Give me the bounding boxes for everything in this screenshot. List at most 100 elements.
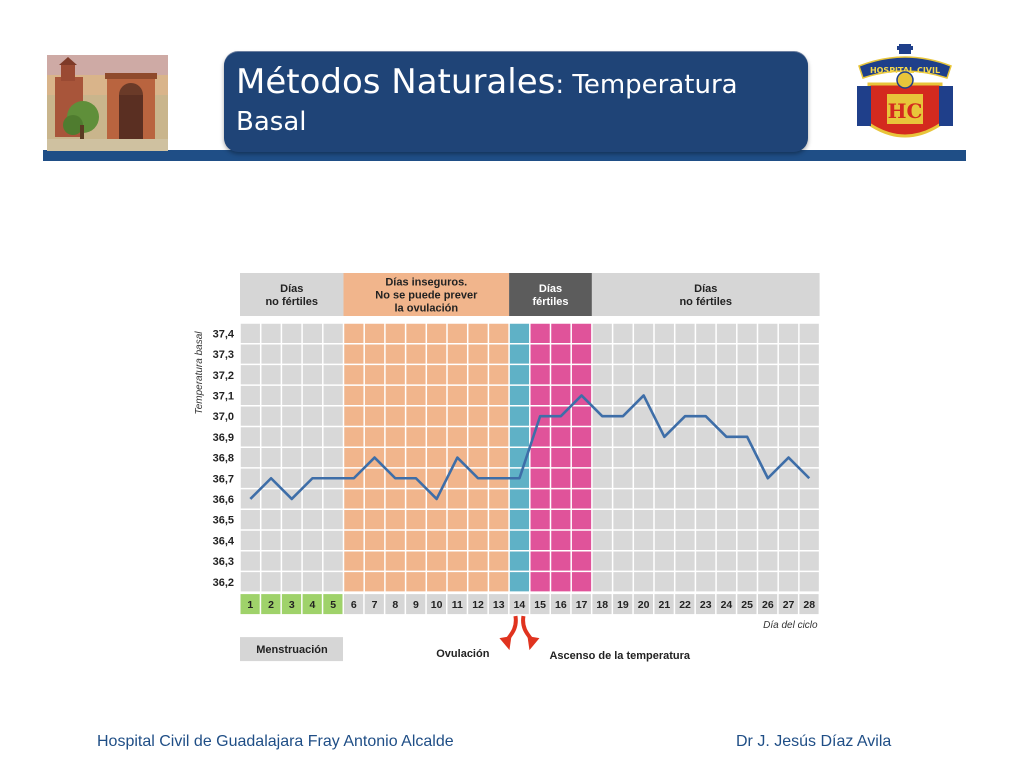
- zone-header-2: [509, 273, 592, 316]
- x-tick-label: 26: [762, 599, 774, 611]
- x-tick-label: 6: [351, 599, 357, 611]
- zone-label-3-1: no fértiles: [679, 296, 732, 308]
- day-cell: [758, 594, 778, 615]
- zone-header-1: [343, 273, 510, 316]
- x-tick-label: 27: [783, 599, 795, 611]
- day-cell: [695, 594, 716, 615]
- y-tick-label: 37,0: [213, 411, 234, 423]
- x-tick-label: 13: [493, 599, 505, 611]
- x-tick-label: 24: [721, 599, 733, 611]
- footer-hospital-name: Hospital Civil de Guadalajara Fray Anton…: [97, 733, 454, 750]
- x-axis-label: Día del ciclo: [763, 620, 818, 631]
- zone-label-3-0: Días: [694, 283, 717, 295]
- y-tick-label: 37,1: [213, 390, 234, 402]
- x-tick-label: 14: [514, 599, 526, 611]
- x-tick-label: 23: [700, 599, 712, 611]
- day-cell: [344, 594, 364, 615]
- crest-banner-text: HOSPITAL CIVIL: [870, 66, 940, 75]
- x-tick-label: 28: [803, 599, 815, 611]
- y-tick-label: 36,4: [213, 535, 235, 547]
- zone-header-0: [240, 273, 344, 316]
- zone-label-2-0: Días: [539, 283, 562, 295]
- y-tick-label: 37,2: [213, 370, 234, 382]
- zone-label-1-0: Días inseguros.: [385, 277, 467, 289]
- day-cell: [571, 594, 591, 615]
- y-tick-label: 36,9: [213, 432, 234, 444]
- y-tick-label: 36,5: [213, 515, 234, 527]
- day-cell: [447, 594, 467, 615]
- x-tick-label: 20: [638, 599, 650, 611]
- zone-ovulation-fill: [509, 323, 530, 593]
- ovulation-label: Ovulación: [436, 648, 489, 660]
- day-cell: [281, 594, 302, 615]
- day-cell: [488, 594, 509, 615]
- x-tick-label: 25: [741, 599, 753, 611]
- day-cell: [468, 594, 488, 615]
- rise-label: Ascenso de la temperatura: [549, 650, 690, 662]
- x-tick-label: 9: [413, 599, 419, 611]
- footer-author: Dr J. Jesús Díaz Avila: [736, 733, 892, 750]
- x-tick-label: 12: [472, 599, 484, 611]
- x-tick-label: 21: [659, 599, 671, 611]
- day-cell: [530, 594, 550, 615]
- day-cell: [778, 594, 798, 615]
- x-tick-label: 17: [576, 599, 588, 611]
- zone-fertile-fill: [529, 323, 592, 593]
- y-tick-label: 36,7: [213, 473, 234, 485]
- x-tick-label: 8: [392, 599, 398, 611]
- svg-text:HC: HC: [888, 99, 923, 123]
- slide-title-box: Métodos Naturales: Temperatura Basal: [224, 52, 808, 152]
- day-cell: [302, 594, 322, 615]
- x-tick-label: 16: [555, 599, 567, 611]
- slide-title-second-line: Basal: [236, 107, 307, 137]
- zone-label-1-2: la ovulación: [395, 303, 459, 315]
- day-cell: [654, 594, 674, 615]
- day-cell: [509, 594, 529, 615]
- day-cell: [551, 594, 571, 615]
- x-tick-label: 22: [679, 599, 691, 611]
- menstruation-box: [240, 637, 343, 662]
- x-tick-label: 10: [431, 599, 443, 611]
- y-tick-label: 36,3: [213, 556, 234, 568]
- zone-label-0-0: Días: [280, 283, 303, 295]
- temperature-line: [249, 394, 811, 501]
- rise-arrow-head: [527, 636, 540, 651]
- day-cell: [592, 594, 612, 615]
- day-cell: [675, 594, 695, 615]
- x-tick-label: 4: [310, 599, 316, 611]
- slide-title-main: Métodos Naturales: [236, 62, 556, 102]
- zone-label-2-1: fértiles: [532, 296, 568, 308]
- x-tick-label: 15: [534, 599, 546, 611]
- zone-header-3: [591, 273, 820, 316]
- y-tick-label: 36,8: [213, 453, 234, 465]
- x-tick-label: 19: [617, 599, 629, 611]
- x-tick-label: 2: [268, 599, 274, 611]
- x-tick-label: 5: [330, 599, 336, 611]
- day-cell: [261, 594, 281, 615]
- day-cell: [737, 594, 757, 615]
- y-tick-label: 36,2: [213, 577, 234, 589]
- y-tick-label: 37,3: [213, 349, 234, 361]
- header-bar: [43, 150, 966, 161]
- x-tick-label: 11: [452, 599, 463, 611]
- x-tick-label: 7: [372, 599, 378, 611]
- day-cell: [426, 594, 446, 615]
- day-cell: [613, 594, 633, 615]
- day-cell: [633, 594, 653, 615]
- slide-title: Métodos Naturales: Temperatura: [236, 62, 796, 105]
- day-cell: [240, 594, 260, 615]
- menstruation-label: Menstruación: [256, 644, 328, 656]
- day-cell: [799, 594, 819, 615]
- y-axis-label: Temperatura basal: [194, 331, 205, 415]
- slide-title-sub: : Temperatura: [555, 70, 738, 100]
- hospital-civil-crest-logo: HOSPITAL CIVIL HC: [857, 44, 953, 138]
- x-tick-label: 1: [247, 599, 253, 611]
- zone-label-0-1: no fértiles: [265, 296, 318, 308]
- y-tick-label: 36,6: [213, 494, 234, 506]
- zone-label-1-1: No se puede prever: [375, 290, 478, 302]
- day-cell: [385, 594, 405, 615]
- hospital-building-logo: [47, 55, 168, 151]
- ovulation-arrow-head: [499, 636, 512, 651]
- x-tick-label: 18: [596, 599, 608, 611]
